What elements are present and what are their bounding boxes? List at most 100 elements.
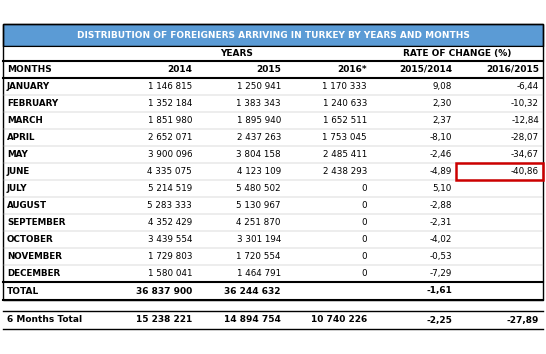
Text: JULY: JULY [7,184,28,193]
Text: OCTOBER: OCTOBER [7,235,54,244]
Text: 1 170 333: 1 170 333 [322,82,367,91]
Text: -12,84: -12,84 [511,116,539,125]
Text: 2,37: 2,37 [432,116,452,125]
Text: 1 895 940: 1 895 940 [236,116,281,125]
Text: RATE OF CHANGE (%): RATE OF CHANGE (%) [403,49,511,58]
Text: -27,89: -27,89 [507,315,539,325]
Bar [3,46,543,61]
Text: YEARS: YEARS [221,49,253,58]
Text: 3 301 194: 3 301 194 [236,235,281,244]
Bar [3,214,543,231]
Text: JUNE: JUNE [7,167,30,176]
Text: 5,10: 5,10 [432,184,452,193]
Bar [3,78,543,95]
Bar [3,163,543,180]
Text: -10,32: -10,32 [511,99,539,108]
Text: DISTRIBUTION OF FOREIGNERS ARRIVING IN TURKEY BY YEARS AND MONTHS: DISTRIBUTION OF FOREIGNERS ARRIVING IN T… [76,30,470,40]
Text: 1 729 803: 1 729 803 [147,252,192,261]
Bar [3,265,543,282]
Text: -2,25: -2,25 [426,315,452,325]
Text: AUGUST: AUGUST [7,201,47,210]
Text: 2016/2015: 2016/2015 [486,65,539,74]
Text: 5 480 502: 5 480 502 [236,184,281,193]
Text: APRIL: APRIL [7,133,35,142]
Bar [3,231,543,248]
Text: 1 146 815: 1 146 815 [148,82,192,91]
Text: 0: 0 [361,235,367,244]
Text: 1 464 791: 1 464 791 [237,269,281,278]
Text: 5 283 333: 5 283 333 [147,201,192,210]
Bar [3,112,543,129]
Text: 10 740 226: 10 740 226 [311,315,367,325]
Text: -0,53: -0,53 [429,252,452,261]
Bar [3,61,543,78]
Text: 1 652 511: 1 652 511 [323,116,367,125]
Text: 14 894 754: 14 894 754 [224,315,281,325]
Text: -2,46: -2,46 [430,150,452,159]
Text: -8,10: -8,10 [430,133,452,142]
Text: -7,29: -7,29 [430,269,452,278]
Text: 2016*: 2016* [337,65,367,74]
Text: 1 753 045: 1 753 045 [322,133,367,142]
Text: MARCH: MARCH [7,116,43,125]
Text: NOVEMBER: NOVEMBER [7,252,62,261]
Text: 5 214 519: 5 214 519 [148,184,192,193]
Text: JANUARY: JANUARY [7,82,50,91]
Text: MAY: MAY [7,150,28,159]
Text: 0: 0 [361,201,367,210]
Text: 36 837 900: 36 837 900 [136,286,192,296]
Bar [3,129,543,146]
Text: 4 123 109: 4 123 109 [237,167,281,176]
Text: 5 130 967: 5 130 967 [236,201,281,210]
Text: 3 439 554: 3 439 554 [147,235,192,244]
Text: 3 804 158: 3 804 158 [236,150,281,159]
Text: -4,02: -4,02 [430,235,452,244]
Text: 0: 0 [361,269,367,278]
Text: 2015: 2015 [256,65,281,74]
Text: -28,07: -28,07 [511,133,539,142]
Text: -4,89: -4,89 [430,167,452,176]
Text: 2 438 293: 2 438 293 [323,167,367,176]
Text: 1 352 184: 1 352 184 [147,99,192,108]
Text: 4 251 870: 4 251 870 [236,218,281,227]
Bar [3,24,543,300]
Text: MONTHS: MONTHS [7,65,52,74]
Text: 0: 0 [361,218,367,227]
Bar [3,24,543,46]
Bar [3,311,543,329]
Text: -40,86: -40,86 [511,167,539,176]
Text: 1 250 941: 1 250 941 [237,82,281,91]
Text: 1 720 554: 1 720 554 [236,252,281,261]
Text: -2,31: -2,31 [430,218,452,227]
Text: 36 244 632: 36 244 632 [224,286,281,296]
Text: 15 238 221: 15 238 221 [136,315,192,325]
Text: -2,88: -2,88 [430,201,452,210]
Bar [3,180,543,197]
Text: DECEMBER: DECEMBER [7,269,60,278]
Text: 9,08: 9,08 [432,82,452,91]
Text: 1 851 980: 1 851 980 [147,116,192,125]
Text: 0: 0 [361,184,367,193]
Text: 2015/2014: 2015/2014 [399,65,452,74]
Text: 6 Months Total: 6 Months Total [7,315,82,325]
Text: 2 485 411: 2 485 411 [323,150,367,159]
Text: 0: 0 [361,252,367,261]
Text: FEBRUARY: FEBRUARY [7,99,58,108]
Bar [3,248,543,265]
Text: 4 335 075: 4 335 075 [147,167,192,176]
Text: 2 437 263: 2 437 263 [236,133,281,142]
Text: -1,61: -1,61 [426,286,452,296]
Text: 2 652 071: 2 652 071 [147,133,192,142]
Bar [456,163,543,180]
Text: -34,67: -34,67 [511,150,539,159]
Bar [3,95,543,112]
Bar [3,197,543,214]
Text: TOTAL: TOTAL [7,286,39,296]
Text: 4 352 429: 4 352 429 [148,218,192,227]
Text: SEPTEMBER: SEPTEMBER [7,218,66,227]
Bar [3,146,543,163]
Text: 1 383 343: 1 383 343 [236,99,281,108]
Text: 1 580 041: 1 580 041 [147,269,192,278]
Text: 3 900 096: 3 900 096 [147,150,192,159]
Text: 2,30: 2,30 [432,99,452,108]
